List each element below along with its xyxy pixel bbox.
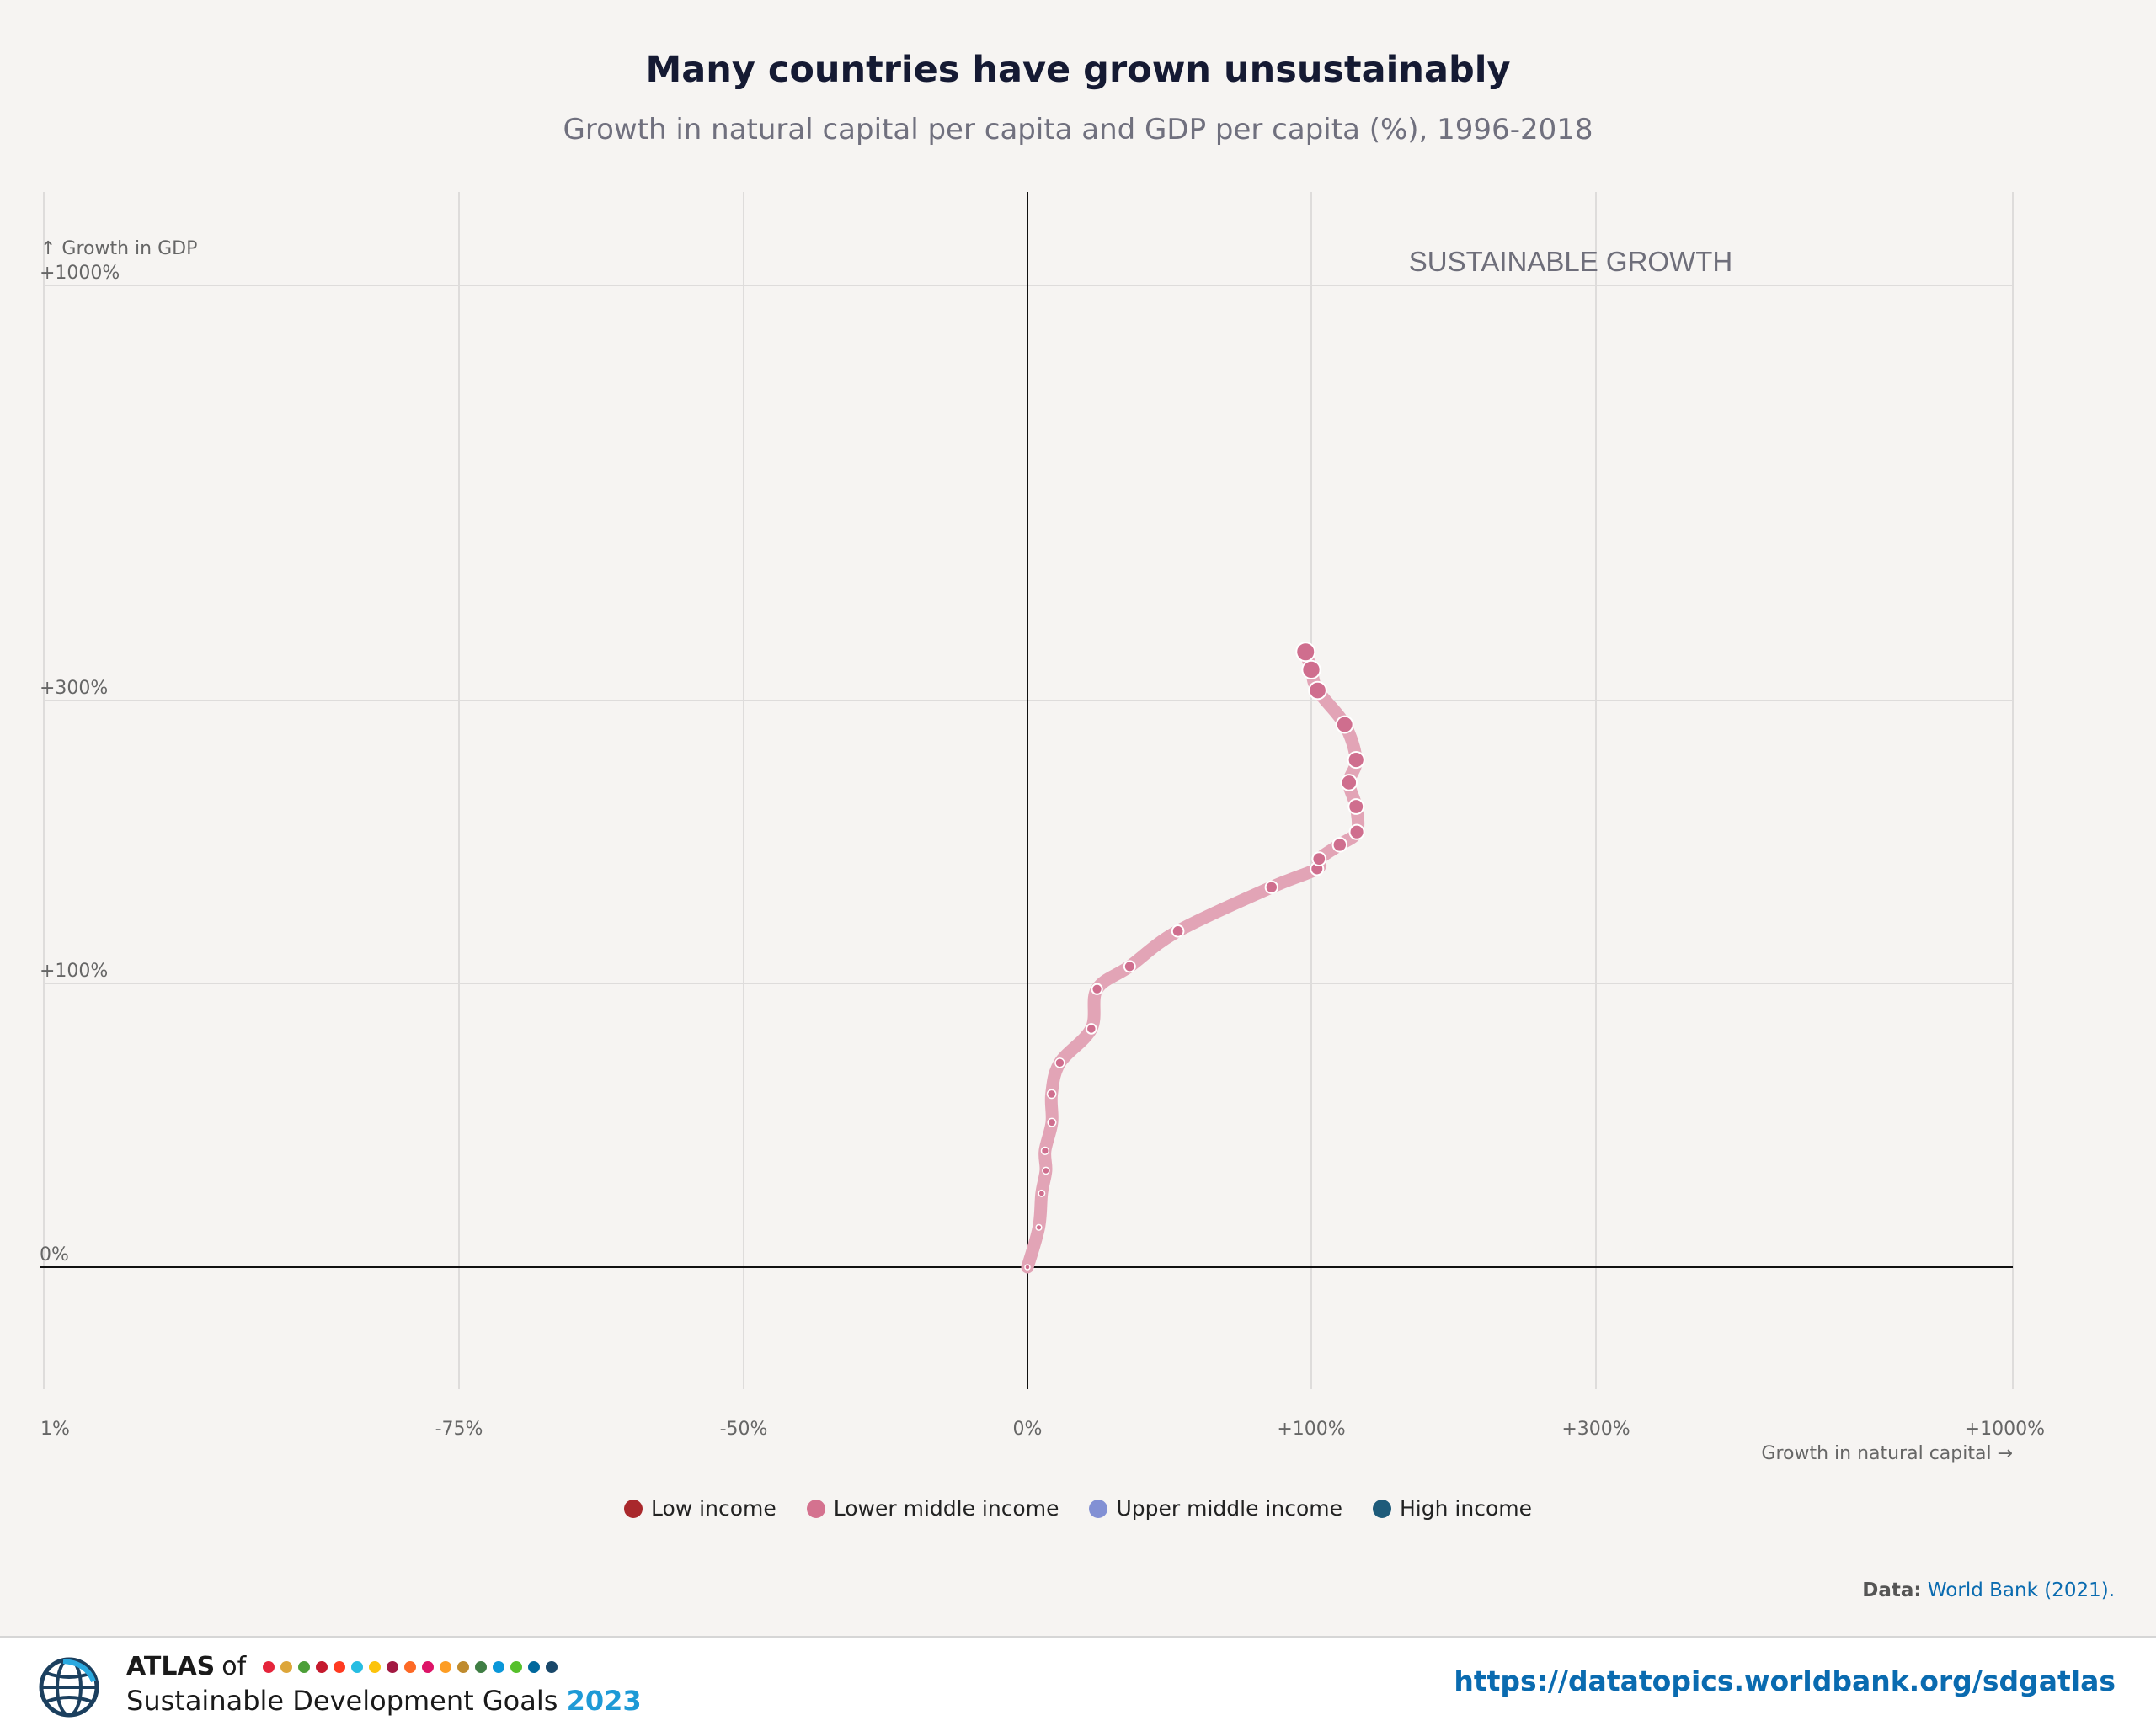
series-lines: [1021, 642, 1365, 1274]
atlas-of: of: [221, 1652, 247, 1681]
legend-label: Upper middle income: [1116, 1496, 1342, 1521]
chart-title: Many countries have grown unsustainably: [645, 49, 1511, 91]
sdg-dot-icon: [369, 1660, 382, 1673]
legend: Low income Lower middle income Upper middl…: [0, 1496, 2156, 1521]
legend-label: Lower middle income: [833, 1496, 1059, 1521]
data-point[interactable]: [1123, 960, 1136, 973]
sdg-dot-icon: [510, 1660, 523, 1673]
y-axis-title: ↑ Growth in GDP: [40, 238, 197, 259]
sdg-color-dots: [263, 1660, 558, 1673]
atlas-subtitle: Sustainable Development Goals 2023: [126, 1685, 642, 1717]
chart-subtitle: Growth in natural capital per capita and…: [563, 113, 1593, 146]
atlas-title: ATLAS of: [126, 1652, 558, 1681]
data-point[interactable]: [1042, 1166, 1050, 1175]
x-tick-label: +1000%: [1965, 1419, 2045, 1440]
data-source: Data: World Bank (2021).: [1862, 1580, 2115, 1601]
atlas-year: 2023: [566, 1685, 642, 1717]
sdg-dot-icon: [298, 1660, 311, 1673]
legend-swatch-icon: [1373, 1499, 1391, 1518]
source-label: Data:: [1862, 1580, 1922, 1601]
atlas-sdg-text: Sustainable Development Goals: [126, 1685, 558, 1717]
sdg-dot-icon: [546, 1660, 558, 1673]
legend-item[interactable]: Low income: [624, 1496, 776, 1521]
data-point[interactable]: [1040, 1146, 1050, 1155]
data-point[interactable]: [1331, 837, 1348, 853]
sdg-dot-icon: [334, 1660, 346, 1673]
sdg-dot-icon: [404, 1660, 417, 1673]
legend-swatch-icon: [624, 1499, 643, 1518]
data-point[interactable]: [1171, 924, 1185, 938]
sdg-dot-icon: [351, 1660, 364, 1673]
y-tick-label: +100%: [40, 961, 108, 982]
sdg-dot-icon: [440, 1660, 452, 1673]
data-point[interactable]: [1038, 1189, 1046, 1197]
legend-swatch-icon: [1089, 1499, 1108, 1518]
x-tick-label: +100%: [1277, 1419, 1345, 1440]
x-tick-label: 1%: [40, 1419, 70, 1440]
sdg-dot-icon: [263, 1660, 275, 1673]
legend-item[interactable]: Lower middle income: [806, 1496, 1059, 1521]
x-tick-label: 0%: [1013, 1419, 1043, 1440]
y-tick-label: 0%: [40, 1244, 69, 1265]
legend-item[interactable]: High income: [1373, 1496, 1532, 1521]
footer: ATLAS of Sustainable Development Goals 2…: [0, 1636, 2156, 1726]
y-tick-label: +1000%: [40, 263, 120, 284]
data-point[interactable]: [1091, 983, 1103, 995]
data-point[interactable]: [1335, 715, 1354, 734]
data-point[interactable]: [1340, 774, 1358, 791]
data-point[interactable]: [1035, 1223, 1043, 1231]
legend-item[interactable]: Upper middle income: [1089, 1496, 1342, 1521]
x-tick-labels: 1% -75% -50% 0% +100% +300% +1000%: [40, 1419, 2045, 1440]
data-point[interactable]: [1308, 680, 1327, 701]
data-point[interactable]: [1024, 1264, 1031, 1271]
data-point[interactable]: [1264, 880, 1278, 894]
data-point[interactable]: [1295, 642, 1316, 663]
data-point[interactable]: [1348, 823, 1365, 840]
sustainable-growth-annotation: SUSTAINABLE GROWTH: [1409, 246, 1732, 277]
source-link[interactable]: World Bank (2021).: [1927, 1580, 2115, 1601]
x-tick-label: -50%: [720, 1419, 768, 1440]
axes: [40, 192, 2013, 1389]
sdg-dot-icon: [493, 1660, 505, 1673]
y-tick-label: +300%: [40, 678, 108, 699]
sdg-dot-icon: [528, 1660, 541, 1673]
data-point[interactable]: [1047, 1117, 1057, 1127]
chart-plot: 1% -75% -50% 0% +100% +300% +1000% 0% +100% +300…: [40, 192, 2045, 1464]
legend-label: Low income: [651, 1496, 776, 1521]
site-url-link[interactable]: https://datatopics.worldbank.org/sdgatla…: [1454, 1665, 2116, 1697]
data-point[interactable]: [1348, 798, 1365, 815]
sdg-dot-icon: [475, 1660, 488, 1673]
sdg-dot-icon: [280, 1660, 293, 1673]
data-point[interactable]: [1086, 1023, 1097, 1035]
data-point[interactable]: [1301, 659, 1321, 680]
data-point[interactable]: [1347, 750, 1365, 770]
atlas-word: ATLAS: [126, 1652, 216, 1681]
x-tick-label: +300%: [1561, 1419, 1630, 1440]
x-tick-label: -75%: [435, 1419, 483, 1440]
series-line-lower-middle-income: [1021, 645, 1365, 1274]
y-tick-labels: 0% +100% +300% +1000%: [40, 263, 120, 1265]
data-point[interactable]: [1311, 851, 1327, 867]
legend-swatch-icon: [806, 1499, 825, 1518]
sdg-dot-icon: [387, 1660, 399, 1673]
legend-label: High income: [1400, 1496, 1532, 1521]
sdg-dot-icon: [422, 1660, 435, 1673]
world-bank-globe-icon: [39, 1657, 99, 1718]
x-axis-title: Growth in natural capital →: [1761, 1443, 2013, 1464]
data-point[interactable]: [1054, 1057, 1065, 1068]
sdg-dot-icon: [316, 1660, 328, 1673]
sdg-dot-icon: [457, 1660, 470, 1673]
data-point[interactable]: [1046, 1089, 1057, 1100]
